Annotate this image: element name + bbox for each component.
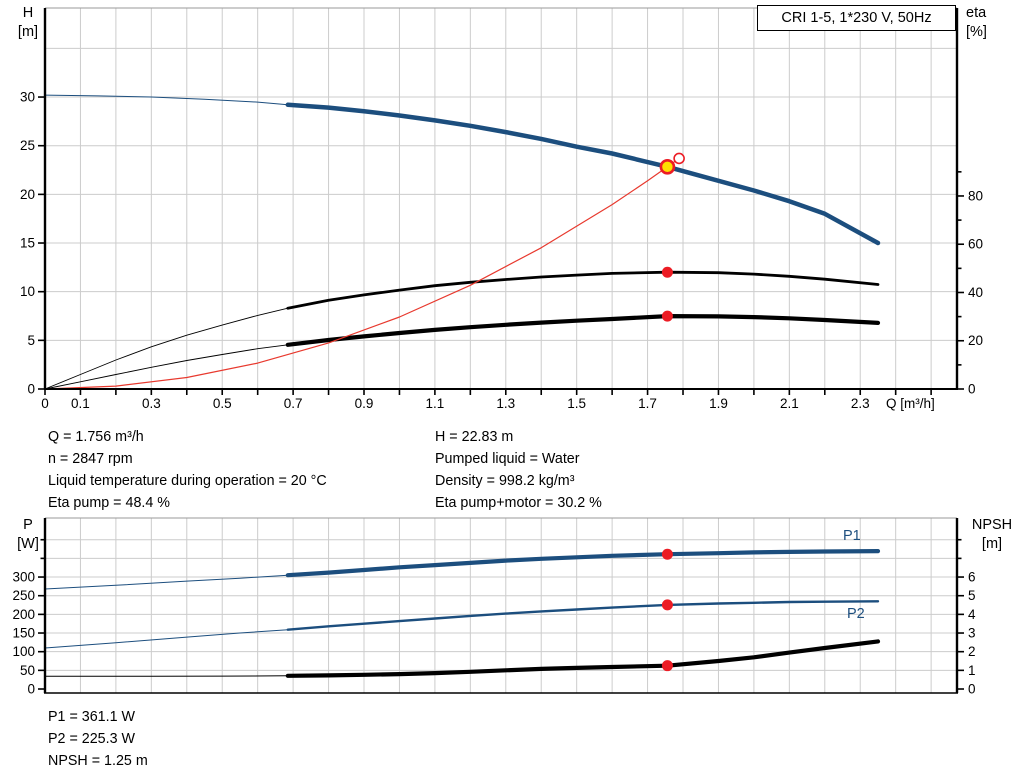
- pump-model-box: CRI 1-5, 1*230 V, 50Hz: [757, 5, 956, 31]
- duty-info-right-column: H = 22.83 m Pumped liquid = Water Densit…: [435, 426, 602, 514]
- eta-axis-name: eta: [966, 5, 987, 21]
- duty-density: Density = 998.2 kg/m³: [435, 473, 575, 489]
- tick-label: 0: [27, 682, 35, 697]
- tick-label: 0.5: [213, 396, 232, 411]
- eta-pump-duty-dot: [661, 266, 673, 278]
- tick-label: 2.3: [851, 396, 870, 411]
- power-npsh-chart-axes: 0 50 100 150 200 250 300 0 1 2 3 4 5 6: [12, 518, 976, 697]
- h-curve: [44, 94, 881, 246]
- power-npsh-chart-grid: [45, 517, 957, 693]
- eta-pump-motor-duty-dot: [661, 310, 673, 322]
- tick-label: 300: [12, 570, 35, 585]
- eta-axis-unit: [%]: [966, 24, 987, 40]
- p1-curve: [44, 548, 881, 590]
- qh-efficiency-chart-grid: [45, 7, 957, 389]
- tick-label: 80: [968, 188, 983, 203]
- tick-label: 1.1: [426, 396, 445, 411]
- tick-label: 5: [968, 588, 976, 603]
- duty-h-value: H = 22.83 m: [435, 429, 514, 445]
- tick-label: 10: [20, 284, 35, 299]
- eta-axis-title: eta [%]: [966, 4, 1016, 42]
- tick-label: 100: [12, 644, 35, 659]
- p-axis-name: P: [23, 517, 33, 533]
- tick-label: 0: [41, 396, 49, 411]
- p2-duty-dot: [661, 599, 673, 611]
- eta-pump-curve: [44, 270, 880, 390]
- tick-label: 0: [968, 382, 976, 397]
- duty-eta-pump: Eta pump = 48.4 %: [48, 495, 170, 511]
- tick-label: 1.5: [567, 396, 586, 411]
- p1-curve-label: P1: [843, 528, 861, 544]
- tick-label: 250: [12, 588, 35, 603]
- tick-label: 1.9: [709, 396, 728, 411]
- tick-label: 0: [968, 682, 976, 697]
- tick-label: 50: [20, 663, 35, 678]
- tick-label: 200: [12, 607, 35, 622]
- tick-label: 60: [968, 237, 983, 252]
- qh-efficiency-chart-axes: 0 5 10 15 20 25 30 0 20 40 60 80 0 0.1 0.3 0.5 0.7 0.9 1.1…: [20, 8, 983, 411]
- npsh-curve: [44, 639, 881, 678]
- tick-label: 1.3: [496, 396, 515, 411]
- tick-label: 1: [968, 663, 976, 678]
- npsh-duty-dot: [661, 660, 673, 672]
- p2-curve: [44, 600, 880, 649]
- tick-label: 0.9: [355, 396, 374, 411]
- duty-p2-value: P2 = 225.3 W: [48, 731, 136, 747]
- p2-curve-label: P2: [847, 606, 865, 622]
- tick-label: 0.1: [71, 396, 90, 411]
- duty-speed-value: n = 2847 rpm: [48, 451, 133, 467]
- tick-label: 5: [27, 333, 35, 348]
- tick-label: 2.1: [780, 396, 799, 411]
- tick-label: 0.3: [142, 396, 161, 411]
- npsh-axis-name: NPSH: [971, 517, 1013, 533]
- tick-label: 20: [20, 187, 35, 202]
- h-axis-unit: [m]: [17, 24, 39, 40]
- tick-label: 20: [968, 333, 983, 348]
- pump-model-text: CRI 1-5, 1*230 V, 50Hz: [781, 10, 932, 26]
- tick-label: 0: [27, 382, 35, 397]
- duty-q-value: Q = 1.756 m³/h: [48, 429, 144, 445]
- h-axis-name: H: [22, 5, 34, 21]
- rated-duty-point: [673, 152, 685, 165]
- h-axis-title: H [m]: [10, 4, 46, 42]
- p1-duty-dot: [661, 548, 673, 560]
- duty-pumped-liquid: Pumped liquid = Water: [435, 451, 580, 467]
- npsh-axis-unit: [m]: [981, 536, 1003, 552]
- operating-point[interactable]: [659, 159, 676, 175]
- tick-label: 4: [968, 607, 976, 622]
- tick-label: 25: [20, 138, 35, 153]
- tick-label: 0.7: [284, 396, 303, 411]
- tick-label: 2: [968, 644, 976, 659]
- duty-liquid-temperature: Liquid temperature during operation = 20…: [48, 473, 327, 489]
- tick-label: 40: [968, 285, 983, 300]
- tick-label: 15: [20, 236, 35, 251]
- system-curve: [44, 157, 680, 390]
- duty-info-bottom-column: P1 = 361.1 W P2 = 225.3 W NPSH = 1.25 m: [48, 706, 148, 772]
- p-axis-unit: [W]: [17, 536, 39, 552]
- duty-info-left-column: Q = 1.756 m³/h n = 2847 rpm Liquid tempe…: [48, 426, 327, 514]
- duty-p1-value: P1 = 361.1 W: [48, 709, 136, 725]
- npsh-axis-title: NPSH [m]: [962, 516, 1022, 554]
- duty-npsh-value: NPSH = 1.25 m: [48, 753, 148, 769]
- tick-label: 1.7: [638, 396, 657, 411]
- tick-label: 150: [12, 626, 35, 641]
- tick-label: 30: [20, 90, 35, 105]
- tick-label: 3: [968, 626, 976, 641]
- p-axis-title: P [W]: [10, 516, 46, 554]
- q-axis-label: Q [m³/h]: [886, 396, 935, 411]
- eta-pump-motor-curve: [44, 314, 881, 390]
- tick-label: 6: [968, 570, 976, 585]
- duty-eta-pump-motor: Eta pump+motor = 30.2 %: [435, 495, 602, 511]
